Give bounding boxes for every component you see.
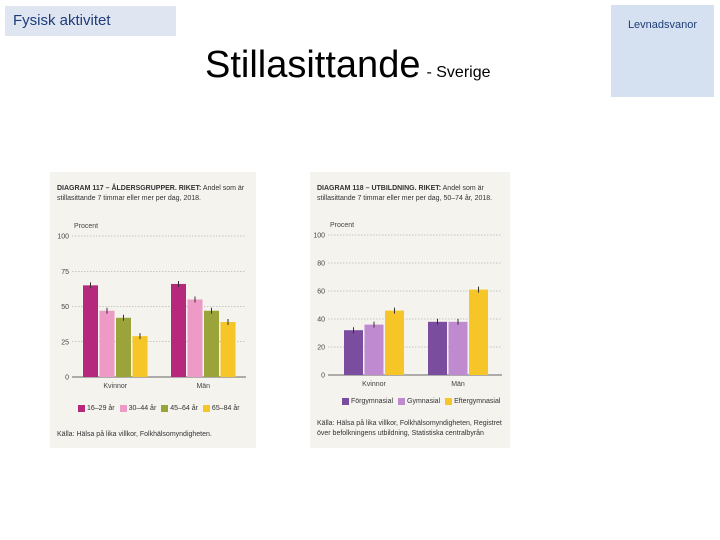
legend-item: 45–64 år: [161, 405, 198, 412]
chart-source: Källa: Hälsa på lika villkor, Folkhälsom…: [57, 431, 212, 438]
chart-heading: DIAGRAM 117 – ÅLDERSGRUPPER. RIKET: Ande…: [57, 184, 250, 204]
chart-panel-education: DIAGRAM 118 – UTBILDNING. RIKET: Andel s…: [310, 172, 510, 448]
chart-heading: DIAGRAM 118 – UTBILDNING. RIKET: Andel s…: [317, 184, 504, 204]
title-main: Stillasittande: [205, 44, 421, 86]
y-axis-label: Procent: [74, 223, 98, 230]
y-tick-label: 0: [65, 375, 69, 382]
chart-subtitle: Andel som är stillasittande 7 timmar ell…: [317, 185, 493, 202]
chart-panel-age: DIAGRAM 117 – ÅLDERSGRUPPER. RIKET: Ande…: [50, 172, 256, 448]
bar: [187, 299, 203, 377]
x-tick-label: Kvinnor: [362, 381, 386, 388]
y-tick-label: 100: [313, 233, 325, 240]
chart-age-groups: Procent 0 25 50 75 100 Kvinnor Män: [57, 223, 246, 390]
chart-title: DIAGRAM 118 – UTBILDNING. RIKET:: [317, 185, 442, 192]
bar: [469, 289, 488, 375]
bar: [204, 310, 219, 377]
bar: [385, 310, 404, 375]
section-tag: Fysisk aktivitet: [5, 6, 176, 36]
legend-item: 65–84 år: [202, 405, 240, 412]
legend-swatch: [398, 398, 406, 405]
bar: [132, 336, 148, 377]
bar: [220, 322, 236, 377]
legend-item: 16–29 år: [78, 405, 115, 412]
legend-label: Gymnasial: [407, 398, 441, 405]
legend-swatch: [445, 398, 453, 405]
bar: [171, 283, 186, 377]
bar: [448, 321, 468, 375]
chart-title: DIAGRAM 117 – ÅLDERSGRUPPER. RIKET:: [57, 185, 202, 192]
chart-source: Källa: Hälsa på lika villkor, Folkhälsom…: [317, 420, 502, 437]
y-axis-label: Procent: [330, 222, 354, 229]
legend-label: 45–64 år: [170, 405, 198, 412]
y-tick-label: 50: [61, 304, 69, 311]
bar: [83, 285, 98, 377]
legend-label: 30–44 år: [128, 405, 157, 412]
y-tick-label: 60: [317, 289, 325, 296]
legend-item: Gymnasial: [398, 398, 440, 405]
legend-swatch: [161, 405, 169, 412]
chart-education: Procent 0 20 40 60 80 100 Kvinnor Män: [313, 222, 502, 388]
legend-swatch: [202, 405, 210, 412]
bar: [344, 330, 363, 375]
x-tick-label: Män: [196, 383, 210, 390]
x-tick-label: Män: [451, 381, 465, 388]
legend-item: 30–44 år: [119, 405, 157, 412]
bar: [428, 321, 447, 375]
chart-subtitle: Andel som är stillasittande 7 timmar ell…: [57, 185, 245, 202]
legend-item: Förgymnasial: [342, 398, 393, 405]
y-tick-label: 20: [317, 345, 325, 352]
bar: [116, 317, 131, 377]
title-sub: - Sverige: [426, 64, 491, 81]
y-tick-label: 40: [317, 317, 325, 324]
chart-legend: Förgymnasial Gymnasial Eftergymnasial: [342, 398, 500, 405]
y-tick-label: 0: [321, 373, 325, 380]
legend-label: Eftergymnasial: [454, 398, 501, 405]
brand-label: Levnadsvanor: [611, 5, 714, 97]
bar: [364, 324, 384, 375]
legend-swatch: [119, 405, 127, 412]
y-tick-label: 25: [61, 339, 69, 346]
page-title: Stillasittande - Sverige: [205, 44, 491, 87]
legend-swatch: [78, 405, 85, 412]
x-tick-label: Kvinnor: [103, 383, 127, 390]
y-tick-label: 75: [61, 269, 69, 276]
y-tick-label: 80: [317, 261, 325, 268]
y-tick-label: 100: [57, 234, 69, 241]
legend-label: 16–29 år: [87, 405, 115, 412]
chart-legend: 16–29 år 30–44 år 45–64 år 65–84 år: [78, 405, 240, 412]
legend-swatch: [342, 398, 349, 405]
bar: [99, 310, 115, 377]
legend-item: Eftergymnasial: [445, 398, 500, 405]
legend-label: Förgymnasial: [351, 398, 394, 405]
legend-label: 65–84 år: [211, 405, 240, 412]
